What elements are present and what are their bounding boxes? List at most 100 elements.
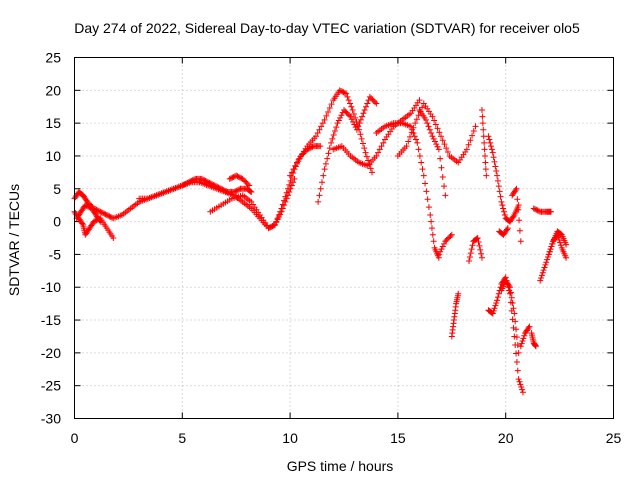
data-point xyxy=(348,103,355,110)
data-point xyxy=(352,124,359,131)
data-point xyxy=(547,246,554,253)
data-point xyxy=(439,173,446,180)
data-point xyxy=(363,153,370,160)
data-point xyxy=(510,305,517,312)
data-point xyxy=(340,89,347,96)
data-point xyxy=(436,129,443,136)
data-point xyxy=(414,139,421,146)
data-point xyxy=(468,246,475,253)
data-point xyxy=(513,326,520,333)
data-point xyxy=(467,137,474,144)
data-point xyxy=(519,386,526,393)
data-point xyxy=(380,139,387,146)
y-tick-label: 15 xyxy=(45,115,61,131)
data-point xyxy=(358,135,365,142)
data-point xyxy=(420,172,427,179)
series-arc16 xyxy=(478,107,490,179)
data-point xyxy=(415,146,422,153)
data-point xyxy=(242,178,249,185)
data-point xyxy=(309,143,316,150)
data-point xyxy=(525,324,532,331)
data-point xyxy=(483,172,490,179)
data-point xyxy=(284,185,291,192)
data-point xyxy=(541,264,548,271)
data-point xyxy=(266,224,273,231)
data-point xyxy=(97,208,104,215)
data-point xyxy=(328,101,335,108)
data-point xyxy=(481,146,488,153)
data-point xyxy=(479,120,486,127)
data-point xyxy=(339,88,346,95)
data-point xyxy=(546,248,553,255)
data-point xyxy=(333,124,340,131)
data-point xyxy=(96,208,103,215)
data-point xyxy=(478,250,485,257)
data-point xyxy=(481,139,488,146)
data-point xyxy=(504,225,511,232)
chart-title: Day 274 of 2022, Sidereal Day-to-day VTE… xyxy=(74,20,580,36)
data-point xyxy=(319,120,326,127)
data-point xyxy=(292,162,299,169)
data-point xyxy=(521,332,528,339)
data-point xyxy=(343,90,350,97)
data-point xyxy=(494,172,501,179)
data-point xyxy=(441,240,448,247)
data-point xyxy=(557,242,564,249)
data-point xyxy=(545,251,552,258)
data-point xyxy=(493,168,500,175)
data-point xyxy=(97,218,104,225)
data-point xyxy=(519,389,526,396)
series-arc13 xyxy=(435,231,455,258)
data-point xyxy=(287,177,294,184)
data-point xyxy=(406,133,413,140)
y-tick-label: 10 xyxy=(45,148,61,164)
data-point xyxy=(548,243,555,250)
data-point xyxy=(413,116,420,123)
y-tick-label: 20 xyxy=(45,82,61,98)
data-point xyxy=(357,131,364,138)
data-point xyxy=(337,87,344,94)
data-point xyxy=(513,350,520,357)
data-point xyxy=(341,89,348,96)
data-point xyxy=(348,116,355,123)
data-point xyxy=(229,174,236,181)
data-point xyxy=(362,103,369,110)
data-point xyxy=(430,238,437,245)
data-point xyxy=(506,282,513,289)
data-point xyxy=(534,207,541,214)
data-point xyxy=(318,123,325,130)
data-point xyxy=(329,135,336,142)
data-point xyxy=(236,186,243,193)
data-point xyxy=(482,159,489,166)
data-point xyxy=(344,110,351,117)
data-point xyxy=(490,154,497,161)
data-point xyxy=(293,159,300,166)
y-tick-label: -30 xyxy=(41,411,61,427)
data-point xyxy=(547,208,554,215)
data-point xyxy=(283,189,290,196)
data-point xyxy=(517,238,524,245)
data-point xyxy=(503,226,510,233)
data-point xyxy=(355,123,362,130)
data-point xyxy=(316,192,323,199)
data-point xyxy=(489,310,496,317)
data-point xyxy=(233,172,240,179)
data-point xyxy=(491,158,498,165)
data-point xyxy=(94,207,101,214)
data-point xyxy=(422,180,429,187)
data-point xyxy=(513,334,520,341)
data-point xyxy=(429,231,436,238)
data-point xyxy=(269,223,276,230)
data-point xyxy=(486,136,493,143)
series-arc19 xyxy=(498,277,522,356)
data-point xyxy=(475,238,482,245)
data-point xyxy=(428,218,435,225)
data-point xyxy=(230,173,237,180)
data-point xyxy=(92,217,99,224)
data-point xyxy=(485,133,492,140)
series-arc14 xyxy=(448,290,462,340)
data-point xyxy=(84,203,91,210)
data-point xyxy=(509,299,516,306)
data-point xyxy=(434,125,441,132)
